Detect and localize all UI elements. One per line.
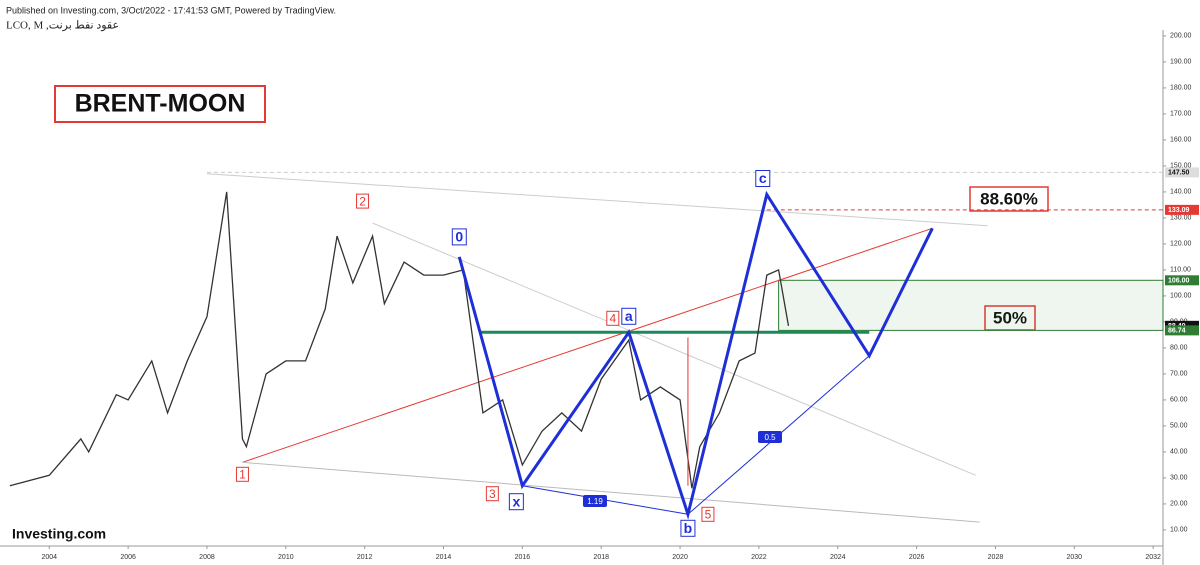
y-tick-label: 110.00	[1170, 267, 1191, 274]
wave-label: 3	[489, 487, 496, 501]
price-tag	[1165, 204, 1199, 215]
wave-label-box	[485, 486, 499, 502]
pattern-label: b	[684, 520, 693, 536]
fib-high: 88.60%	[980, 189, 1038, 208]
y-tick-label: 20.00	[1170, 501, 1188, 508]
fib-zone	[778, 279, 1164, 331]
fib-mid: 50%	[993, 308, 1027, 327]
y-tick-label: 130.00	[1170, 215, 1192, 222]
x-tick-label: 2032	[1145, 554, 1161, 561]
y-tick-label: 80.00	[1170, 345, 1188, 352]
y-tick-label: 190.00	[1170, 59, 1192, 66]
pattern-label-box	[508, 493, 524, 511]
wave-label-box	[235, 466, 249, 482]
x-tick-label: 2018	[593, 554, 609, 561]
ratio-box	[758, 431, 782, 443]
price-tag	[1165, 275, 1199, 286]
fib-box	[969, 186, 1049, 212]
pattern-label-box	[451, 228, 467, 246]
pattern-label-box	[755, 170, 771, 187]
price-tag	[1165, 167, 1199, 178]
x-tick-label: 2020	[672, 554, 688, 561]
y-tick-label: 50.00	[1170, 423, 1188, 430]
wave-label-box	[356, 193, 370, 209]
pattern-label: x	[512, 493, 520, 509]
trend-line	[206, 173, 988, 227]
y-tick-label: 140.00	[1170, 189, 1192, 196]
pattern-line	[457, 190, 934, 520]
wave-label: 1	[239, 467, 246, 481]
trend-line	[242, 461, 980, 523]
y-tick-label: 150.00	[1170, 163, 1192, 170]
price-tag-label: 106.00	[1168, 278, 1190, 285]
x-tick-label: 2004	[41, 554, 57, 561]
x-tick-label: 2010	[278, 554, 294, 561]
pattern-label: c	[759, 170, 767, 186]
trend-line	[242, 227, 933, 463]
published: Published on Investing.com, 3/Oct/2022 -…	[6, 5, 336, 15]
price-tag-label: 147.50	[1168, 170, 1190, 177]
ratio-box	[583, 495, 607, 507]
x-tick-label: 2026	[909, 554, 925, 561]
x-tick-label: 2028	[988, 554, 1004, 561]
wave-label: 2	[359, 194, 366, 208]
title-box	[54, 85, 266, 123]
wave-label-box	[606, 310, 620, 326]
y-tick-label: 170.00	[1170, 111, 1192, 118]
x-tick-label: 2030	[1067, 554, 1083, 561]
y-tick-label: 60.00	[1170, 397, 1188, 404]
x-tick-label: 2014	[436, 554, 452, 561]
wave-label: 5	[705, 507, 712, 521]
x-tick-label: 2012	[357, 554, 373, 561]
price-tag-label: 86.74	[1168, 328, 1186, 335]
y-tick-label: 160.00	[1170, 137, 1192, 144]
ratio-label: 1.19	[587, 497, 603, 506]
y-tick-label: 30.00	[1170, 475, 1188, 482]
x-tick-label: 2006	[120, 554, 136, 561]
pattern-label: a	[625, 308, 633, 324]
y-tick-label: 40.00	[1170, 449, 1188, 456]
price-line	[9, 191, 790, 489]
ratio-label: 0.5	[764, 433, 776, 442]
logo: Investing.com	[12, 526, 106, 542]
x-tick-label: 2008	[199, 554, 215, 561]
title: BRENT-MOON	[75, 90, 246, 118]
wave-label: 4	[609, 311, 616, 325]
price-tag	[1165, 325, 1199, 336]
symbol: LCO, M ,عقود نفط برنت	[6, 20, 119, 32]
x-tick-label: 2016	[515, 554, 531, 561]
y-tick-label: 200.00	[1170, 33, 1192, 40]
pattern-label: 0	[455, 229, 463, 245]
y-tick-label: 100.00	[1170, 293, 1192, 300]
x-tick-label: 2022	[751, 554, 767, 561]
trend-line	[372, 222, 976, 476]
wave-label-box	[701, 506, 715, 522]
y-tick-label: 120.00	[1170, 241, 1192, 248]
price-tag-label: 133.09	[1168, 207, 1190, 214]
y-tick-label: 180.00	[1170, 85, 1192, 92]
x-tick-label: 2024	[830, 554, 846, 561]
y-tick-label: 10.00	[1170, 527, 1188, 534]
pattern-label-box	[680, 519, 696, 537]
pattern-label-box	[621, 307, 637, 325]
y-tick-label: 70.00	[1170, 371, 1188, 378]
